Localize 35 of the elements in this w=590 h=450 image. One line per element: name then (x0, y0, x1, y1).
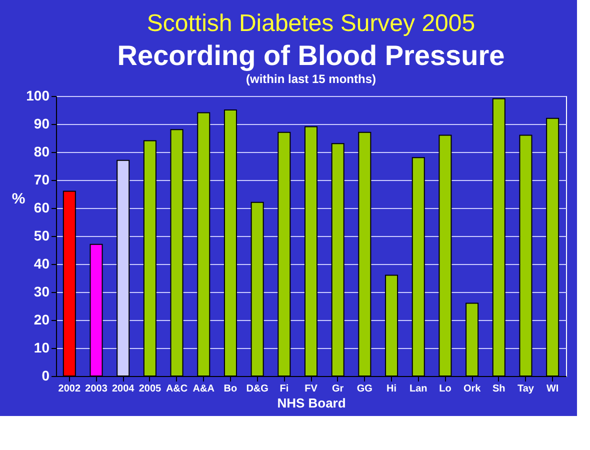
x-tick-label: 2002 (58, 384, 81, 394)
x-tick-label: Fi (280, 384, 289, 394)
x-tick-label: FV (304, 384, 318, 394)
y-tick-label: 10 (34, 340, 50, 356)
x-tick-label: A&C (166, 384, 188, 394)
x-tick-label: Ork (463, 384, 482, 394)
x-tick-label: 2004 (112, 384, 135, 394)
y-tick-label: 60 (34, 200, 50, 216)
y-tick-label: 20 (34, 312, 50, 328)
y-tick-label: 80 (34, 144, 50, 160)
chart-title: Recording of Blood Pressure (117, 40, 505, 71)
x-tick-label: Bo (224, 384, 238, 394)
y-tick-label: 0 (42, 368, 50, 384)
x-tick-label: Tay (517, 384, 534, 394)
x-tick-label: 2005 (138, 384, 162, 394)
chart-subtitle: (within last 15 months) (246, 72, 376, 86)
x-tick-label: WI (546, 384, 559, 394)
y-axis-title: % (12, 190, 26, 208)
x-tick-label: 2003 (85, 384, 108, 394)
y-tick-label: 50 (34, 228, 50, 244)
x-tick-label: D&G (246, 384, 269, 394)
x-tick-label: Hi (386, 384, 397, 394)
y-tick-label: 100 (26, 88, 50, 104)
x-tick-label: A&A (192, 384, 214, 394)
text: Scottish Diabetes Survey 2005 (146, 10, 476, 37)
x-tick-label: GG (356, 384, 373, 394)
x-tick-label: Gr (332, 384, 344, 394)
x-tick-label: Lo (439, 384, 452, 394)
y-tick-label: 30 (34, 284, 50, 300)
x-axis-title: NHS Board (277, 396, 346, 410)
y-tick-label: 90 (34, 116, 50, 132)
x-tick-label: Lan (409, 384, 428, 394)
y-tick-label: 70 (34, 172, 50, 188)
x-tick-label: Sh (492, 384, 506, 394)
y-tick-label: 40 (34, 256, 50, 272)
